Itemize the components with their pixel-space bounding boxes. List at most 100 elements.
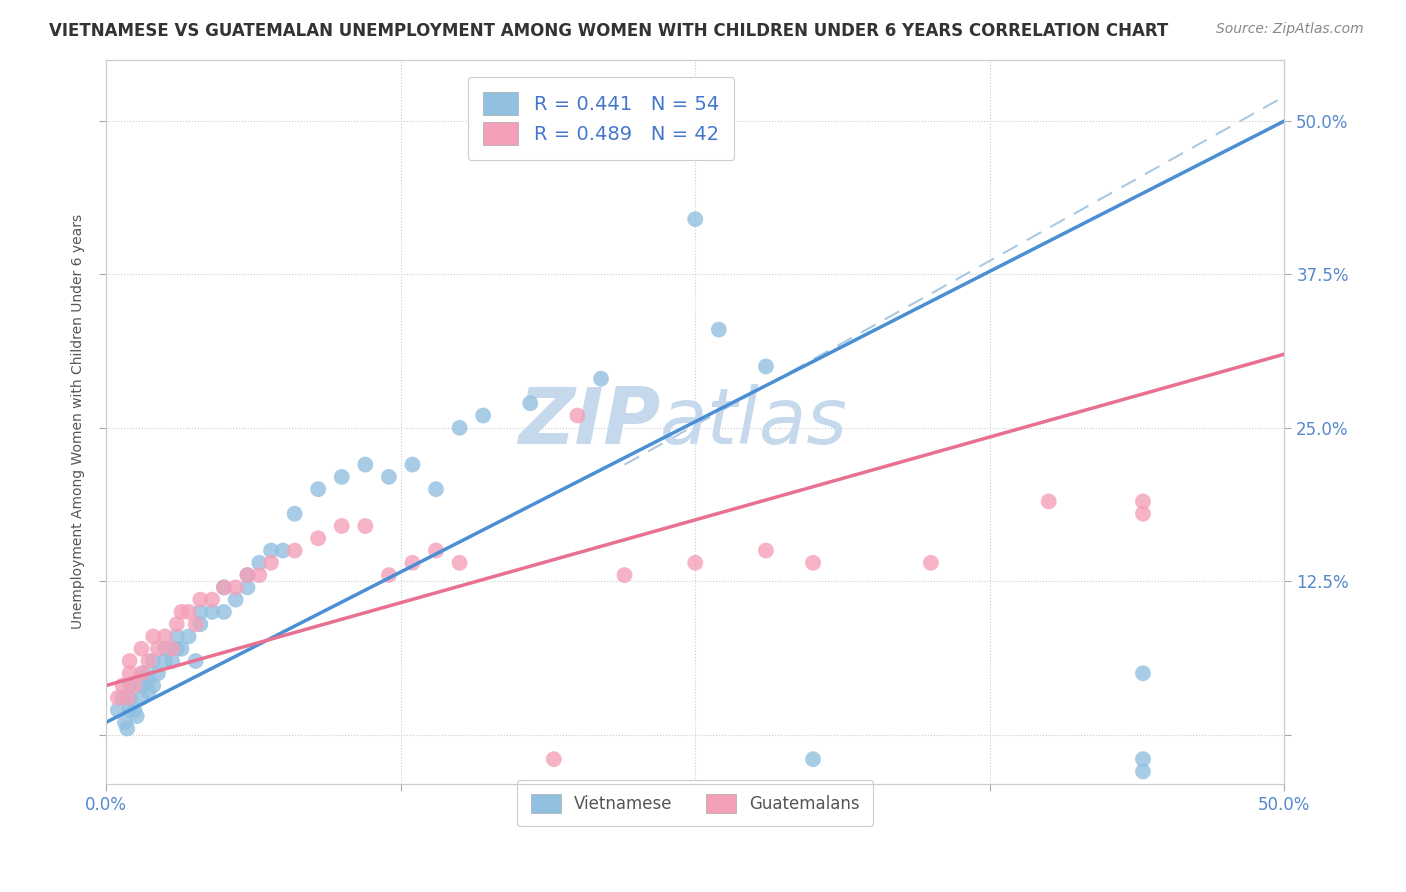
Point [1132, 666, 1154, 681]
Point [707, 323, 730, 337]
Point [567, 409, 589, 423]
Point [683, 556, 706, 570]
Point [1132, 752, 1154, 766]
Point [160, 654, 183, 668]
Text: atlas: atlas [659, 384, 848, 459]
Point [107, 690, 129, 705]
Point [1132, 507, 1154, 521]
Text: Source: ZipAtlas.com: Source: ZipAtlas.com [1216, 22, 1364, 37]
Point [1132, 764, 1154, 779]
Point [755, 359, 778, 374]
Point [543, 752, 565, 766]
Point [124, 679, 146, 693]
Point [142, 679, 165, 693]
Point [188, 592, 211, 607]
Point [170, 641, 193, 656]
Point [131, 641, 153, 656]
Point [117, 722, 139, 736]
Point [166, 617, 188, 632]
Point [449, 421, 471, 435]
Point [146, 666, 169, 681]
Point [118, 690, 141, 705]
Point [401, 556, 423, 570]
Point [247, 556, 270, 570]
Point [114, 715, 136, 730]
Point [449, 556, 471, 570]
Point [201, 605, 224, 619]
Point [225, 580, 247, 594]
Text: ZIP: ZIP [517, 384, 659, 459]
Point [142, 630, 165, 644]
Point [236, 568, 259, 582]
Point [260, 556, 283, 570]
Point [117, 690, 139, 705]
Point [111, 679, 134, 693]
Point [118, 666, 141, 681]
Point [1132, 494, 1154, 508]
Point [138, 673, 160, 687]
Point [472, 409, 495, 423]
Y-axis label: Unemployment Among Women with Children Under 6 years: Unemployment Among Women with Children U… [72, 214, 86, 629]
Point [683, 212, 706, 227]
Point [107, 703, 129, 717]
Point [801, 752, 824, 766]
Point [212, 605, 235, 619]
Point [212, 580, 235, 594]
Point [124, 703, 146, 717]
Point [271, 543, 294, 558]
Point [201, 592, 224, 607]
Point [160, 641, 183, 656]
Point [131, 690, 153, 705]
Legend: Vietnamese, Guatemalans: Vietnamese, Guatemalans [517, 780, 873, 826]
Point [118, 703, 141, 717]
Point [166, 641, 188, 656]
Point [177, 630, 200, 644]
Point [425, 543, 447, 558]
Point [153, 641, 176, 656]
Point [284, 507, 307, 521]
Point [184, 617, 207, 632]
Point [260, 543, 283, 558]
Point [131, 666, 153, 681]
Point [307, 482, 329, 496]
Point [142, 654, 165, 668]
Point [425, 482, 447, 496]
Point [378, 470, 401, 484]
Point [247, 568, 270, 582]
Point [118, 654, 141, 668]
Point [519, 396, 541, 410]
Point [111, 690, 134, 705]
Point [330, 470, 353, 484]
Point [1038, 494, 1060, 508]
Point [212, 580, 235, 594]
Point [401, 458, 423, 472]
Point [225, 592, 247, 607]
Point [153, 630, 176, 644]
Point [755, 543, 778, 558]
Point [378, 568, 401, 582]
Point [177, 605, 200, 619]
Point [354, 519, 377, 533]
Point [307, 531, 329, 545]
Point [166, 630, 188, 644]
Point [131, 679, 153, 693]
Point [589, 372, 612, 386]
Point [236, 580, 259, 594]
Point [153, 654, 176, 668]
Point [170, 605, 193, 619]
Point [330, 519, 353, 533]
Point [236, 568, 259, 582]
Point [613, 568, 636, 582]
Point [132, 666, 155, 681]
Point [138, 654, 160, 668]
Point [125, 709, 148, 723]
Point [184, 654, 207, 668]
Point [920, 556, 942, 570]
Point [188, 617, 211, 632]
Point [284, 543, 307, 558]
Text: VIETNAMESE VS GUATEMALAN UNEMPLOYMENT AMONG WOMEN WITH CHILDREN UNDER 6 YEARS CO: VIETNAMESE VS GUATEMALAN UNEMPLOYMENT AM… [49, 22, 1168, 40]
Point [118, 679, 141, 693]
Point [138, 684, 160, 698]
Point [188, 605, 211, 619]
Point [801, 556, 824, 570]
